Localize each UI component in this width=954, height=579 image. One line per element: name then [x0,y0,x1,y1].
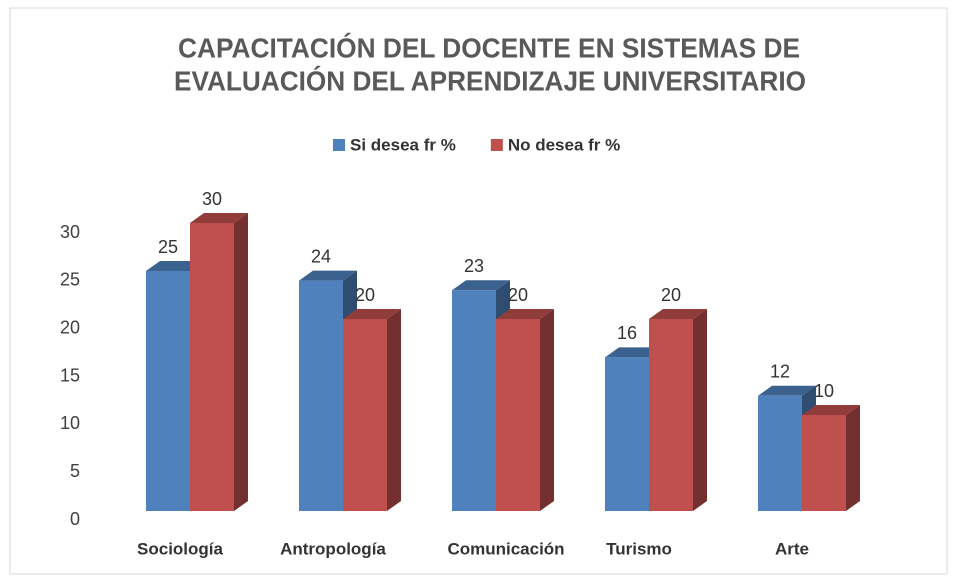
bar-top [190,213,248,223]
data-label: 10 [814,381,834,401]
data-label: 30 [202,189,222,209]
bar [190,213,248,511]
bar-top [299,270,357,281]
bar-top [802,405,860,415]
y-tick-label: 10 [60,413,80,433]
data-label: 12 [770,362,790,382]
bar-top [146,261,204,271]
data-label: 20 [508,285,528,305]
y-tick-label: 20 [60,317,80,337]
x-tick-label: Comunicación [447,539,564,558]
chart-title: CAPACITACIÓN DEL DOCENTE EN SISTEMAS DE [178,32,800,63]
legend-swatch [490,139,503,151]
data-label: 24 [311,246,331,266]
bar [649,309,707,511]
bar [343,309,401,511]
y-tick-label: 30 [60,222,80,242]
legend-swatch [333,139,345,151]
bar-side [234,213,248,511]
x-tick-label: Turismo [606,539,672,558]
bar-side [693,309,707,511]
chart-title: EVALUACIÓN DEL APRENDIZAJE UNIVERSITARIO [174,65,806,96]
bar-front [343,319,387,511]
bar-front [190,223,234,511]
bar [496,309,554,511]
y-tick-label: 15 [60,365,80,385]
bar-front [299,280,343,511]
bar-front [452,290,496,511]
bar-top [758,385,816,396]
x-tick-label: Antropología [280,539,386,558]
data-label: 23 [464,256,484,276]
data-label: 25 [158,237,178,257]
bar-front [605,357,649,511]
bar-side [387,309,401,511]
bar-top [452,280,510,291]
bar-front [146,271,190,511]
data-label: 20 [661,285,681,305]
legend-label: Si desea fr % [350,135,456,154]
bar-top [605,347,663,358]
bar-side [540,309,554,511]
x-tick-label: Sociología [137,539,224,558]
bar [802,405,860,511]
bar-front [649,319,693,511]
y-tick-label: 0 [70,509,80,529]
bar-front [802,415,846,511]
bar-side [846,405,860,511]
bar-top [496,309,554,319]
y-tick-label: 25 [60,270,80,290]
bar-top [343,309,401,319]
data-label: 16 [617,323,637,343]
bar-front [758,395,802,511]
bar-front [496,319,540,511]
x-tick-label: Arte [775,539,809,558]
legend-label: No desea fr % [508,135,620,154]
data-label: 20 [355,285,375,305]
bar-top [649,309,707,319]
y-tick-label: 5 [70,461,80,481]
